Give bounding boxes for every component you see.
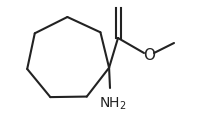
Text: NH$_2$: NH$_2$ [99, 96, 127, 112]
Text: O: O [112, 0, 124, 3]
Text: O: O [143, 48, 155, 63]
